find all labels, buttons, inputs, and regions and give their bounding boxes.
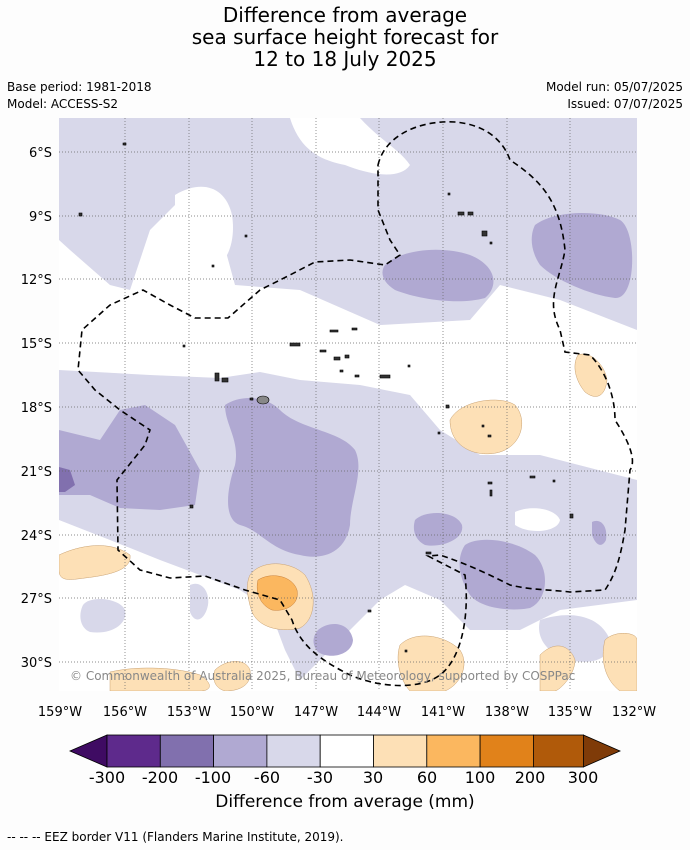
eez-legend: -- -- -- EEZ border V11 (Flanders Marine… — [7, 830, 344, 844]
colorbar-low-extend — [68, 734, 108, 768]
lat-label: 30°S — [21, 656, 52, 671]
colorbar-tick: -30 — [307, 768, 333, 787]
meta-right: Model run: 05/07/2025 Issued: 07/07/2025 — [546, 79, 683, 113]
colorbar-bin — [159, 734, 215, 768]
colorbar-bin — [426, 734, 481, 768]
title-line-1: Difference from average — [222, 3, 468, 27]
lon-label: 141°W — [421, 705, 465, 720]
lon-label: 135°W — [548, 705, 592, 720]
colorbar-bin — [533, 734, 584, 768]
lat-label: 27°S — [21, 592, 52, 607]
islands — [78, 142, 574, 653]
colorbar-tick-labels: -300 -200 -100 -60 -30 30 60 100 200 300 — [89, 768, 598, 787]
lon-label: 153°W — [167, 705, 211, 720]
lat-label: 24°S — [21, 529, 52, 544]
lat-label: 15°S — [21, 337, 52, 352]
model-name: Model: ACCESS-S2 — [7, 97, 119, 111]
graticule — [59, 118, 637, 691]
meta-left: Base period: 1981-2018 Model: ACCESS-S2 — [7, 79, 152, 113]
lon-label: 132°W — [612, 705, 656, 720]
colorbar-tick: 30 — [363, 768, 383, 787]
colorbar-title: Difference from average (mm) — [215, 792, 475, 812]
lon-label: 156°W — [103, 705, 147, 720]
colorbar-bin — [479, 734, 534, 768]
latitude-labels: 6°S 9°S 12°S 15°S 18°S 21°S 24°S 27°S 30… — [21, 146, 52, 671]
lon-label: 159°W — [38, 705, 82, 720]
colorbar — [68, 734, 621, 768]
eez-border — [77, 121, 634, 687]
lon-label: 150°W — [230, 705, 274, 720]
colorbar-bin — [213, 734, 268, 768]
longitude-labels: 159°W 156°W 153°W 150°W 147°W 144°W 141°… — [38, 705, 656, 720]
lat-label: 6°S — [29, 146, 52, 161]
lon-label: 144°W — [357, 705, 401, 720]
anomaly-moderate-positive — [256, 575, 298, 611]
lon-label: 138°W — [485, 705, 529, 720]
lat-label: 21°S — [21, 465, 52, 480]
colorbar-tick: 60 — [417, 768, 437, 787]
colorbar-tick: -300 — [89, 768, 125, 787]
model-run: Model run: 05/07/2025 — [545, 80, 683, 94]
lat-label: 9°S — [29, 210, 52, 225]
lat-label: 18°S — [21, 401, 52, 416]
colorbar-bin — [266, 734, 321, 768]
lon-label: 147°W — [294, 705, 338, 720]
colorbar-high-extend — [583, 734, 621, 768]
copyright-credit: © Commonwealth of Australia 2025, Bureau… — [70, 669, 576, 683]
title-line-3: 12 to 18 July 2025 — [253, 47, 437, 71]
colorbar-bin — [373, 734, 428, 768]
colorbar-bin — [319, 734, 374, 768]
colorbar-tick: -200 — [142, 768, 178, 787]
anomaly-strong-negative — [59, 467, 75, 492]
anomaly-moderate-negative — [59, 213, 633, 656]
map-title: Difference from average sea surface heig… — [0, 4, 690, 70]
colorbar-bin — [106, 734, 161, 768]
colorbar-tick: -100 — [195, 768, 231, 787]
colorbar-tick: 300 — [568, 768, 599, 787]
issued-date: Issued: 07/07/2025 — [567, 97, 683, 111]
sea-surface-height-field — [59, 118, 637, 691]
title-line-2: sea surface height forecast for — [191, 25, 499, 49]
lat-label: 12°S — [21, 273, 52, 288]
colorbar-tick: 100 — [465, 768, 496, 787]
colorbar-tick: 200 — [515, 768, 546, 787]
colorbar-tick: -60 — [254, 768, 280, 787]
base-period: Base period: 1981-2018 — [7, 80, 152, 94]
